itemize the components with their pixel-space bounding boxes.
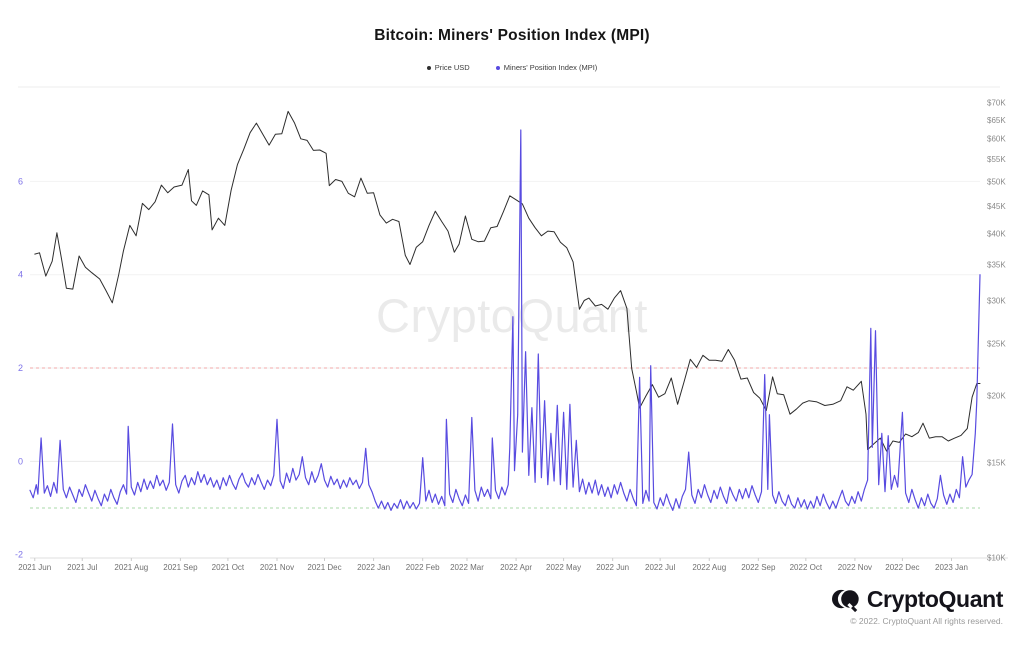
- svg-text:2022 Mar: 2022 Mar: [450, 563, 484, 572]
- legend-label-price: Price USD: [434, 63, 470, 72]
- svg-text:4: 4: [18, 270, 23, 280]
- svg-text:2021 Jun: 2021 Jun: [18, 563, 51, 572]
- svg-text:2022 Oct: 2022 Oct: [790, 563, 823, 572]
- svg-text:$20K: $20K: [987, 391, 1006, 400]
- svg-text:$45K: $45K: [987, 202, 1006, 211]
- legend-item-price[interactable]: Price USD: [426, 63, 470, 72]
- svg-text:2022 Nov: 2022 Nov: [838, 563, 872, 572]
- svg-text:2021 Dec: 2021 Dec: [307, 563, 341, 572]
- svg-text:2022 Jun: 2022 Jun: [596, 563, 629, 572]
- svg-text:2022 Aug: 2022 Aug: [692, 563, 726, 572]
- svg-text:2021 Nov: 2021 Nov: [260, 563, 294, 572]
- svg-text:$15K: $15K: [987, 459, 1006, 468]
- legend: Price USD Miners' Position Index (MPI): [0, 63, 1024, 72]
- svg-text:$25K: $25K: [987, 339, 1006, 348]
- svg-text:2022 Apr: 2022 Apr: [500, 563, 532, 572]
- svg-text:2022 Dec: 2022 Dec: [885, 563, 919, 572]
- svg-text:2021 Aug: 2021 Aug: [114, 563, 148, 572]
- svg-text:2021 Jul: 2021 Jul: [67, 563, 97, 572]
- svg-text:$30K: $30K: [987, 297, 1006, 306]
- svg-text:2022 Feb: 2022 Feb: [406, 563, 440, 572]
- legend-label-mpi: Miners' Position Index (MPI): [503, 63, 598, 72]
- legend-item-mpi[interactable]: Miners' Position Index (MPI): [495, 63, 598, 72]
- svg-text:$35K: $35K: [987, 261, 1006, 270]
- svg-text:2022 Jul: 2022 Jul: [645, 563, 675, 572]
- svg-text:2023 Jan: 2023 Jan: [935, 563, 968, 572]
- footer: CryptoQuant © 2022. CryptoQuant All righ…: [831, 585, 1004, 626]
- mpi-series-dot-icon: [495, 65, 500, 70]
- svg-text:2022 May: 2022 May: [546, 563, 581, 572]
- svg-text:$65K: $65K: [987, 116, 1006, 125]
- svg-text:$55K: $55K: [987, 155, 1006, 164]
- brand-name: CryptoQuant: [866, 585, 1004, 612]
- chart-title: Bitcoin: Miners' Position Index (MPI): [374, 27, 650, 44]
- svg-text:2: 2: [18, 363, 23, 373]
- svg-text:0: 0: [18, 456, 23, 466]
- copyright-text: © 2022. CryptoQuant All rights reserved.: [850, 616, 1003, 626]
- svg-text:$10K: $10K: [987, 554, 1006, 563]
- svg-text:$40K: $40K: [987, 229, 1006, 238]
- svg-text:-2: -2: [15, 550, 23, 560]
- svg-text:$60K: $60K: [987, 135, 1006, 144]
- svg-text:2022 Sep: 2022 Sep: [741, 563, 776, 572]
- svg-text:$50K: $50K: [987, 177, 1006, 186]
- price-series-dot-icon: [426, 65, 431, 70]
- cryptoquant-logo: CryptoQuant: [831, 585, 1004, 613]
- cryptoquant-logo-icon: [831, 589, 859, 613]
- svg-text:6: 6: [18, 176, 23, 186]
- svg-text:2021 Oct: 2021 Oct: [212, 563, 245, 572]
- svg-text:$70K: $70K: [987, 99, 1006, 108]
- svg-text:2022 Jan: 2022 Jan: [357, 563, 390, 572]
- svg-text:2021 Sep: 2021 Sep: [163, 563, 198, 572]
